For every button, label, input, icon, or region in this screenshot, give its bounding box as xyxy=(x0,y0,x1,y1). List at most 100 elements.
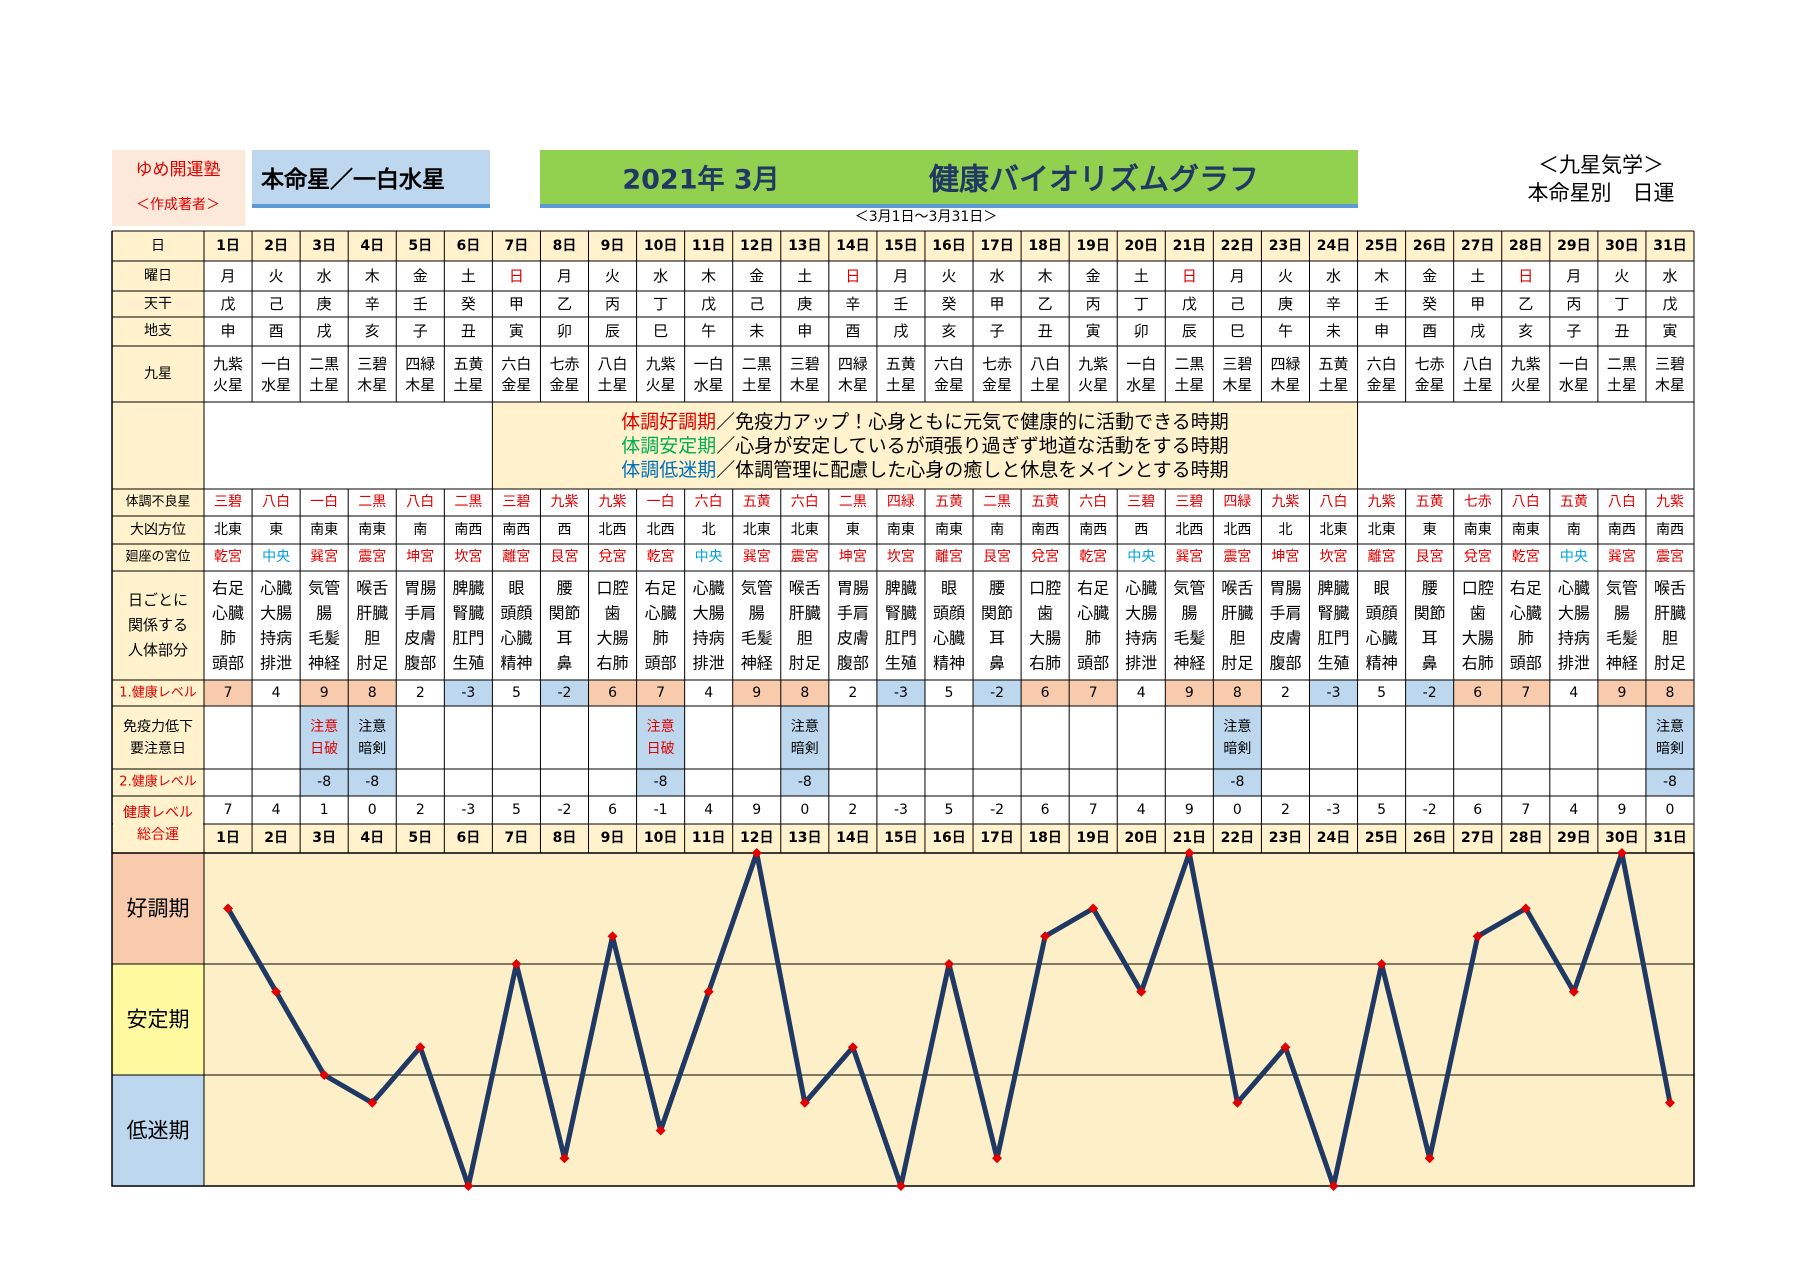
author-note: ＜作成著者＞ xyxy=(136,197,220,213)
immune-note: 注意 xyxy=(358,719,386,735)
weekday: 月 xyxy=(893,267,908,285)
direction: 西 xyxy=(1134,522,1148,538)
level-cell-bg xyxy=(348,680,397,706)
total: -2 xyxy=(557,802,571,818)
day: 27日 xyxy=(1461,830,1494,846)
body-part: 胃腸 xyxy=(837,579,869,598)
day: 24日 xyxy=(1317,238,1350,254)
row-label: 日 xyxy=(151,238,165,254)
body-part: 生殖 xyxy=(885,654,917,673)
branch: 午 xyxy=(701,322,716,340)
level2: -8 xyxy=(798,774,812,790)
bad-star: 九紫 xyxy=(550,494,578,510)
day: 1日 xyxy=(216,238,240,254)
direction: 北東 xyxy=(743,522,771,538)
body-part: 生殖 xyxy=(1318,654,1350,673)
total: 0 xyxy=(368,802,377,818)
body-part: 排泄 xyxy=(1125,654,1157,673)
bad-star: 六白 xyxy=(1079,494,1107,510)
palace: 中央 xyxy=(1560,549,1588,565)
direction: 南西 xyxy=(1031,522,1059,538)
legend-line: 体調好調期／免疫力アップ！心身ともに元気で健康的に活動できる時期 xyxy=(621,411,1229,433)
branch: 亥 xyxy=(941,322,956,340)
direction: 北東 xyxy=(214,522,242,538)
body-part: 喉舌 xyxy=(1654,579,1686,598)
body-part: 排泄 xyxy=(260,654,292,673)
school: ＜九星気学＞ xyxy=(1538,153,1664,177)
bad-star: 二黒 xyxy=(839,494,867,510)
day: 22日 xyxy=(1221,238,1254,254)
body-part: 大腸 xyxy=(597,629,629,648)
point-marker xyxy=(1616,848,1627,858)
day: 18日 xyxy=(1028,830,1061,846)
total: -1 xyxy=(654,802,668,818)
stem: 庚 xyxy=(317,295,332,313)
body-part: 右足 xyxy=(1510,579,1542,598)
star: 一白 xyxy=(1126,355,1156,373)
direction: 北 xyxy=(702,522,716,538)
body-part: 心臓 xyxy=(212,604,244,623)
band-label-bg xyxy=(111,963,205,1076)
star: 土星 xyxy=(886,376,916,394)
branch: 午 xyxy=(1278,322,1293,340)
title: 健康バイオリズムグラフ xyxy=(929,163,1259,198)
point-marker xyxy=(511,959,522,969)
palace: 震宮 xyxy=(1223,549,1251,565)
day: 28日 xyxy=(1509,830,1542,846)
day: 26日 xyxy=(1413,238,1446,254)
bad-star: 五黄 xyxy=(1560,493,1588,510)
day: 1日 xyxy=(216,830,240,846)
point-marker xyxy=(1280,1042,1291,1053)
day: 12日 xyxy=(740,238,773,254)
total: 4 xyxy=(272,802,281,818)
star: 木星 xyxy=(838,376,868,394)
body-part: 心臓 xyxy=(1366,629,1398,648)
star: 一白 xyxy=(261,355,291,373)
stem: 丁 xyxy=(1614,295,1629,313)
day: 10日 xyxy=(644,830,677,846)
row-label: 2.健康レベル xyxy=(119,775,196,790)
row-label: 九星 xyxy=(144,366,172,382)
level-cell-bg xyxy=(876,680,925,706)
stem: 乙 xyxy=(1038,295,1053,313)
star: 五黄 xyxy=(453,355,483,373)
bad-star: 八白 xyxy=(1320,494,1348,510)
branch: 戌 xyxy=(317,322,332,340)
immune-note: 暗剣 xyxy=(791,741,819,757)
bad-star: 二黒 xyxy=(983,494,1011,510)
palace: 乾宮 xyxy=(647,549,675,565)
star: 木星 xyxy=(1655,376,1685,394)
level2: -8 xyxy=(365,774,379,790)
star: 三碧 xyxy=(1222,355,1252,373)
level1: 2 xyxy=(1281,685,1290,701)
point-marker xyxy=(607,931,618,942)
star: 金星 xyxy=(501,376,531,394)
graph-bg xyxy=(204,853,1694,1186)
honmei-star: 本命星／一白水星 xyxy=(260,166,445,193)
branch: 巳 xyxy=(653,322,668,340)
body-part: 大腸 xyxy=(1462,629,1494,648)
day: 2日 xyxy=(264,830,288,846)
day: 28日 xyxy=(1509,238,1542,254)
level-cell-bg xyxy=(973,680,1022,706)
body-part: 肺 xyxy=(1518,629,1534,648)
star: 土星 xyxy=(1030,376,1060,394)
point-marker xyxy=(319,1070,330,1080)
body-part: 気管 xyxy=(1173,579,1205,598)
direction: 南西 xyxy=(1608,522,1636,538)
body-part: 口腔 xyxy=(1462,579,1494,598)
note-cell-bg xyxy=(1645,706,1694,769)
day: 14日 xyxy=(836,830,869,846)
body-part: 毛髪 xyxy=(741,629,773,648)
body-part: 頭部 xyxy=(1510,654,1542,673)
star: 木星 xyxy=(1222,376,1252,394)
day: 6日 xyxy=(456,238,480,254)
weekday: 木 xyxy=(1038,267,1053,285)
total: -2 xyxy=(1423,802,1437,818)
stem: 辛 xyxy=(1326,295,1341,313)
bad-star: 二黒 xyxy=(454,494,482,510)
row-label: 体調不良星 xyxy=(125,494,190,510)
body-part: 胆 xyxy=(1662,629,1678,648)
day: 16日 xyxy=(932,830,965,846)
body-part: 腹部 xyxy=(404,654,436,673)
